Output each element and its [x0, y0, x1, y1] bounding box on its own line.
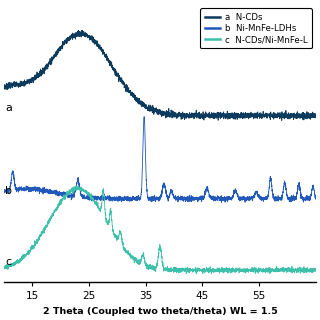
- X-axis label: 2 Theta (Coupled two theta/theta) WL = 1.5: 2 Theta (Coupled two theta/theta) WL = 1…: [43, 307, 277, 316]
- Text: b: b: [5, 186, 12, 196]
- Legend: a  N-CDs, b  Ni-MnFe-LDHs, c  N-CDs/Ni-MnFe-L: a N-CDs, b Ni-MnFe-LDHs, c N-CDs/Ni-MnFe…: [201, 8, 312, 48]
- Text: a: a: [5, 102, 12, 113]
- Text: c: c: [5, 258, 12, 268]
